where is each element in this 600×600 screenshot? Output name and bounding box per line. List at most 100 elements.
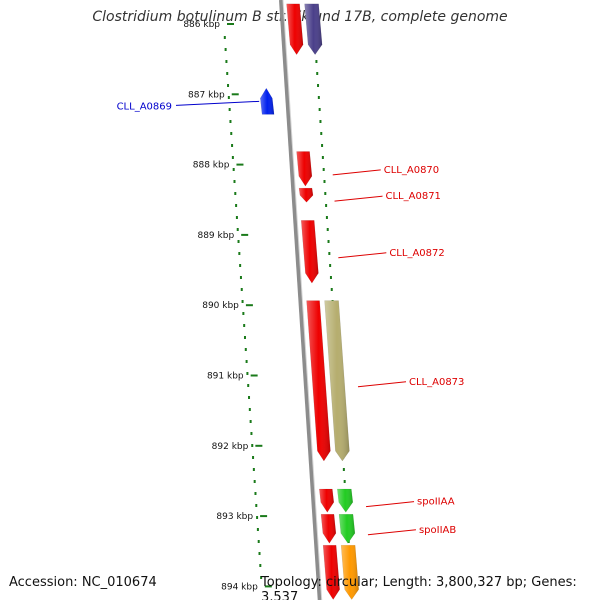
outer-ring-dot — [321, 144, 324, 147]
outer-ring-dot — [321, 156, 324, 159]
gene-label-CLL_A0869[interactable]: CLL_A0869 — [117, 101, 172, 112]
tick-dot — [256, 528, 259, 531]
outer-ring-dot — [329, 264, 332, 267]
tick-dot — [260, 576, 263, 579]
gene-shading-cds-top-purple — [304, 3, 323, 55]
kbp-label: 891 kbp — [207, 372, 244, 382]
outer-ring-dot — [320, 132, 323, 135]
tick-dot — [227, 96, 230, 99]
gene-shading-CLL_A0871 — [299, 188, 313, 203]
kbp-label: 887 kbp — [188, 90, 225, 100]
genome-backbone-highlight — [282, 0, 323, 600]
tick-dot — [238, 252, 241, 255]
tick-dot — [250, 432, 253, 435]
tick-dot — [256, 516, 259, 519]
tick-dot — [248, 396, 251, 399]
outer-ring-dot — [317, 96, 320, 99]
tick-dot — [239, 264, 242, 267]
gene-shading-cds-top-red — [286, 3, 304, 55]
genome-backbone — [279, 0, 322, 600]
tick-dot — [252, 468, 255, 471]
tick-dot — [240, 288, 243, 291]
tick-dot — [233, 180, 236, 183]
tick-dot — [255, 504, 258, 507]
gene-callout-line — [175, 100, 260, 106]
tick-dot — [254, 492, 257, 495]
outer-ring-dot — [325, 216, 328, 219]
tick-dot — [247, 384, 250, 387]
gene-shading-CLL_A0872 — [301, 220, 319, 284]
gene-label-CLL_A0872[interactable]: CLL_A0872 — [389, 248, 444, 259]
outer-ring-dot — [322, 168, 325, 171]
gene-shading-spoIIAB-green — [339, 514, 355, 544]
outer-ring-dot — [325, 204, 328, 207]
kbp-label: 886 kbp — [183, 20, 220, 30]
outer-ring-dot — [323, 180, 326, 183]
tick-dot — [248, 408, 251, 411]
kbp-label: 890 kbp — [202, 301, 239, 311]
gene-shading-CLL_A0873 — [324, 300, 350, 461]
tick-dot — [235, 204, 238, 207]
gene-label-CLL_A0870[interactable]: CLL_A0870 — [384, 165, 439, 176]
gene-shading-CLL_A0870 — [296, 151, 312, 187]
outer-ring-dot — [328, 252, 331, 255]
tick-dot — [252, 456, 255, 459]
outer-ring-dot — [318, 108, 321, 111]
tick-dot — [225, 60, 228, 63]
gene-label-CLL_A0873[interactable]: CLL_A0873 — [409, 377, 464, 388]
tick-dot — [243, 324, 246, 327]
gene-label-CLL_A0871[interactable]: CLL_A0871 — [386, 191, 441, 202]
outer-ring-dot — [343, 480, 346, 483]
tick-dot — [236, 228, 239, 231]
tick-dot — [251, 444, 254, 447]
tick-dot — [245, 360, 248, 363]
gene-callout-line — [334, 195, 383, 202]
gene-callout-line — [357, 381, 407, 388]
outer-ring-dot — [316, 72, 319, 75]
tick-dot — [224, 48, 227, 51]
tick-dot — [258, 552, 261, 555]
tick-dot — [235, 216, 238, 219]
tick-dot — [223, 36, 226, 39]
kbp-label: 889 kbp — [197, 231, 234, 241]
tick-dot — [227, 84, 230, 87]
gene-label-spoIIAB-green[interactable]: spoIIAB — [419, 525, 456, 536]
gene-shading-spoIIAA-green — [337, 489, 353, 513]
tick-dot — [241, 300, 244, 303]
gene-shading-cds-bottom-red — [323, 545, 340, 600]
gene-callout-line — [332, 169, 381, 176]
gene-callout-line — [366, 501, 415, 508]
tick-dot — [230, 132, 233, 135]
outer-ring-dot — [327, 240, 330, 243]
gene-label-spoIIAA-green[interactable]: spoIIAA — [417, 497, 455, 508]
tick-dot — [242, 312, 245, 315]
outer-ring-dot — [324, 192, 327, 195]
gene-shading-CLL_A0873-red — [306, 300, 331, 461]
kbp-label: 893 kbp — [216, 512, 253, 522]
gene-shading-spoIIAA — [319, 489, 334, 513]
tick-dot — [237, 240, 240, 243]
gene-callout-line — [367, 529, 416, 536]
tick-dot — [243, 336, 246, 339]
tick-dot — [239, 276, 242, 279]
tick-dot — [228, 108, 231, 111]
gene-shading-cds-bottom-orange — [341, 545, 359, 600]
topology-summary: Topology: circular; Length: 3,800,327 bp… — [261, 575, 577, 600]
kbp-label: 892 kbp — [212, 442, 249, 452]
tick-dot — [231, 156, 234, 159]
tick-dot — [232, 168, 235, 171]
outer-ring-dot — [330, 288, 333, 291]
tick-dot — [234, 192, 237, 195]
tick-dot — [231, 144, 234, 147]
tick-dot — [229, 120, 232, 123]
tick-dot — [253, 480, 256, 483]
gene-callout-line — [338, 252, 387, 259]
outer-ring-dot — [317, 84, 320, 87]
outer-ring-dot — [319, 120, 322, 123]
outer-ring-dot — [342, 468, 345, 471]
tick-dot — [249, 420, 252, 423]
tick-dot — [257, 540, 260, 543]
tick-dot — [226, 72, 229, 75]
accession-text: Accession: NC_010674 — [9, 575, 157, 590]
